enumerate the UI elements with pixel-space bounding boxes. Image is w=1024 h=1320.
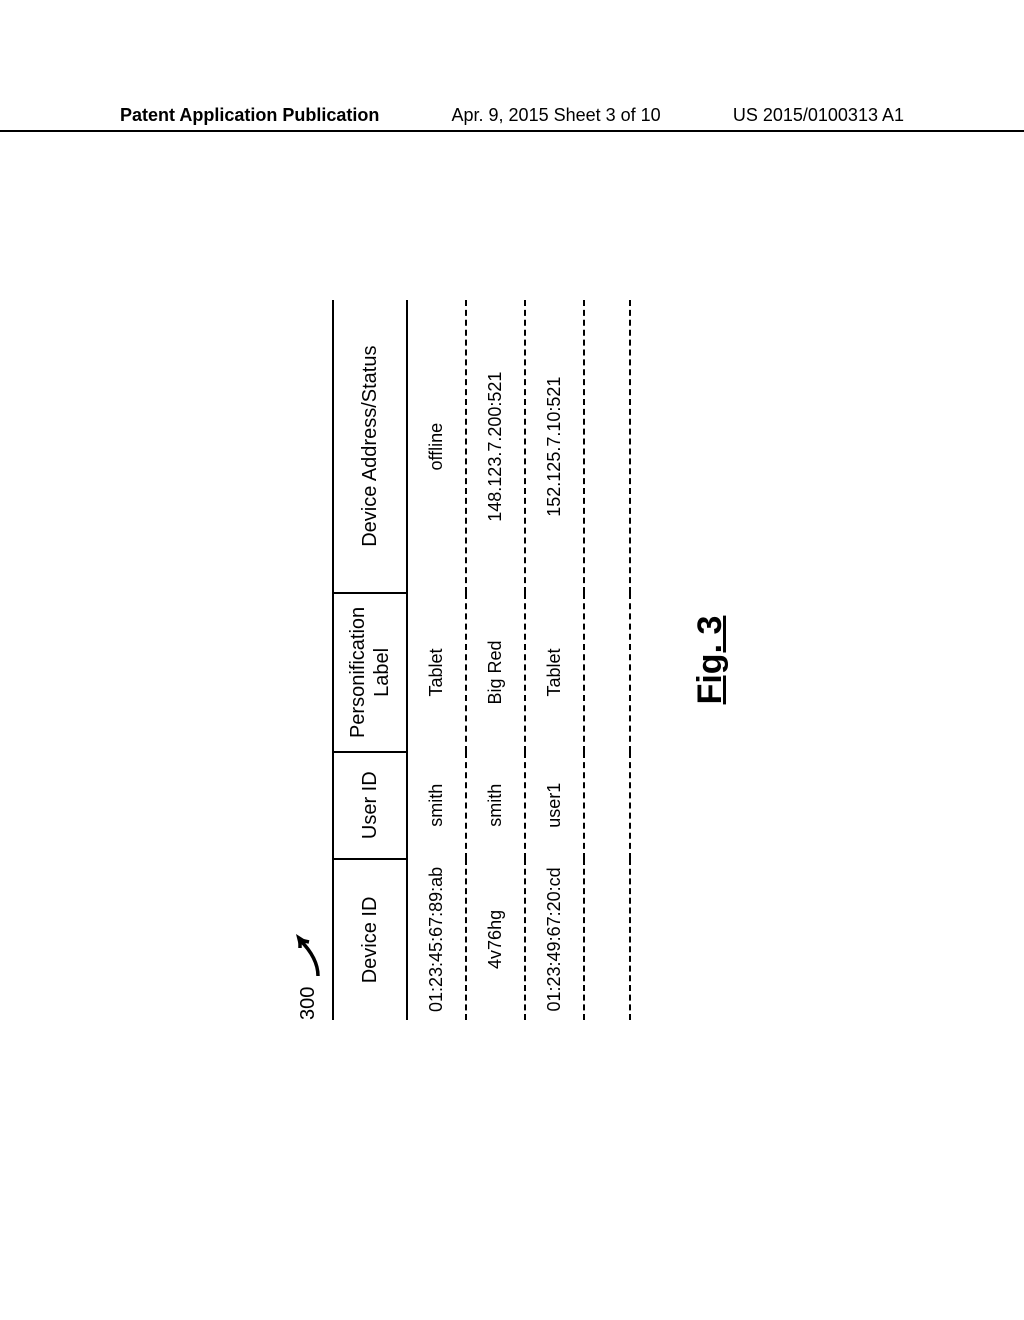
header-date-sheet: Apr. 9, 2015 Sheet 3 of 10: [452, 105, 661, 126]
cell-device-id: 4v76hg: [466, 859, 525, 1020]
table-row: 01:23:45:67:89:ab smith Tablet offline: [407, 300, 466, 1020]
cell-address: offline: [407, 300, 466, 593]
cell-empty: [584, 300, 630, 593]
cell-empty: [584, 752, 630, 859]
cell-device-id: 01:23:45:67:89:ab: [407, 859, 466, 1020]
cell-personification: Tablet: [525, 593, 584, 751]
table-row: 4v76hg smith Big Red 148.123.7.200:521: [466, 300, 525, 1020]
cell-empty: [584, 859, 630, 1020]
col-header-personification: Personification Label: [333, 593, 407, 751]
figure-container: 300 Device ID User ID Personification La…: [294, 300, 730, 1020]
header-patent-number: US 2015/0100313 A1: [733, 105, 904, 126]
reference-number: 300: [297, 987, 320, 1020]
reference-number-container: 300: [294, 300, 322, 1020]
figure-label: Fig. 3: [691, 300, 730, 1020]
table-header-row: Device ID User ID Personification Label …: [333, 300, 407, 1020]
header-publication: Patent Application Publication: [120, 105, 379, 126]
cell-personification: Tablet: [407, 593, 466, 751]
cell-user-id: smith: [466, 752, 525, 859]
col-header-user-id: User ID: [333, 752, 407, 859]
table-row-empty: [584, 300, 630, 1020]
cell-personification: Big Red: [466, 593, 525, 751]
device-table: Device ID User ID Personification Label …: [332, 300, 631, 1020]
arrow-icon: [294, 928, 322, 978]
col-header-address: Device Address/Status: [333, 300, 407, 593]
cell-address: 152.125.7.10:521: [525, 300, 584, 593]
cell-user-id: smith: [407, 752, 466, 859]
cell-device-id: 01:23:49:67:20:cd: [525, 859, 584, 1020]
col-header-device-id: Device ID: [333, 859, 407, 1020]
cell-address: 148.123.7.200:521: [466, 300, 525, 593]
cell-empty: [584, 593, 630, 751]
table-row: 01:23:49:67:20:cd user1 Tablet 152.125.7…: [525, 300, 584, 1020]
page-header: Patent Application Publication Apr. 9, 2…: [0, 105, 1024, 132]
cell-user-id: user1: [525, 752, 584, 859]
